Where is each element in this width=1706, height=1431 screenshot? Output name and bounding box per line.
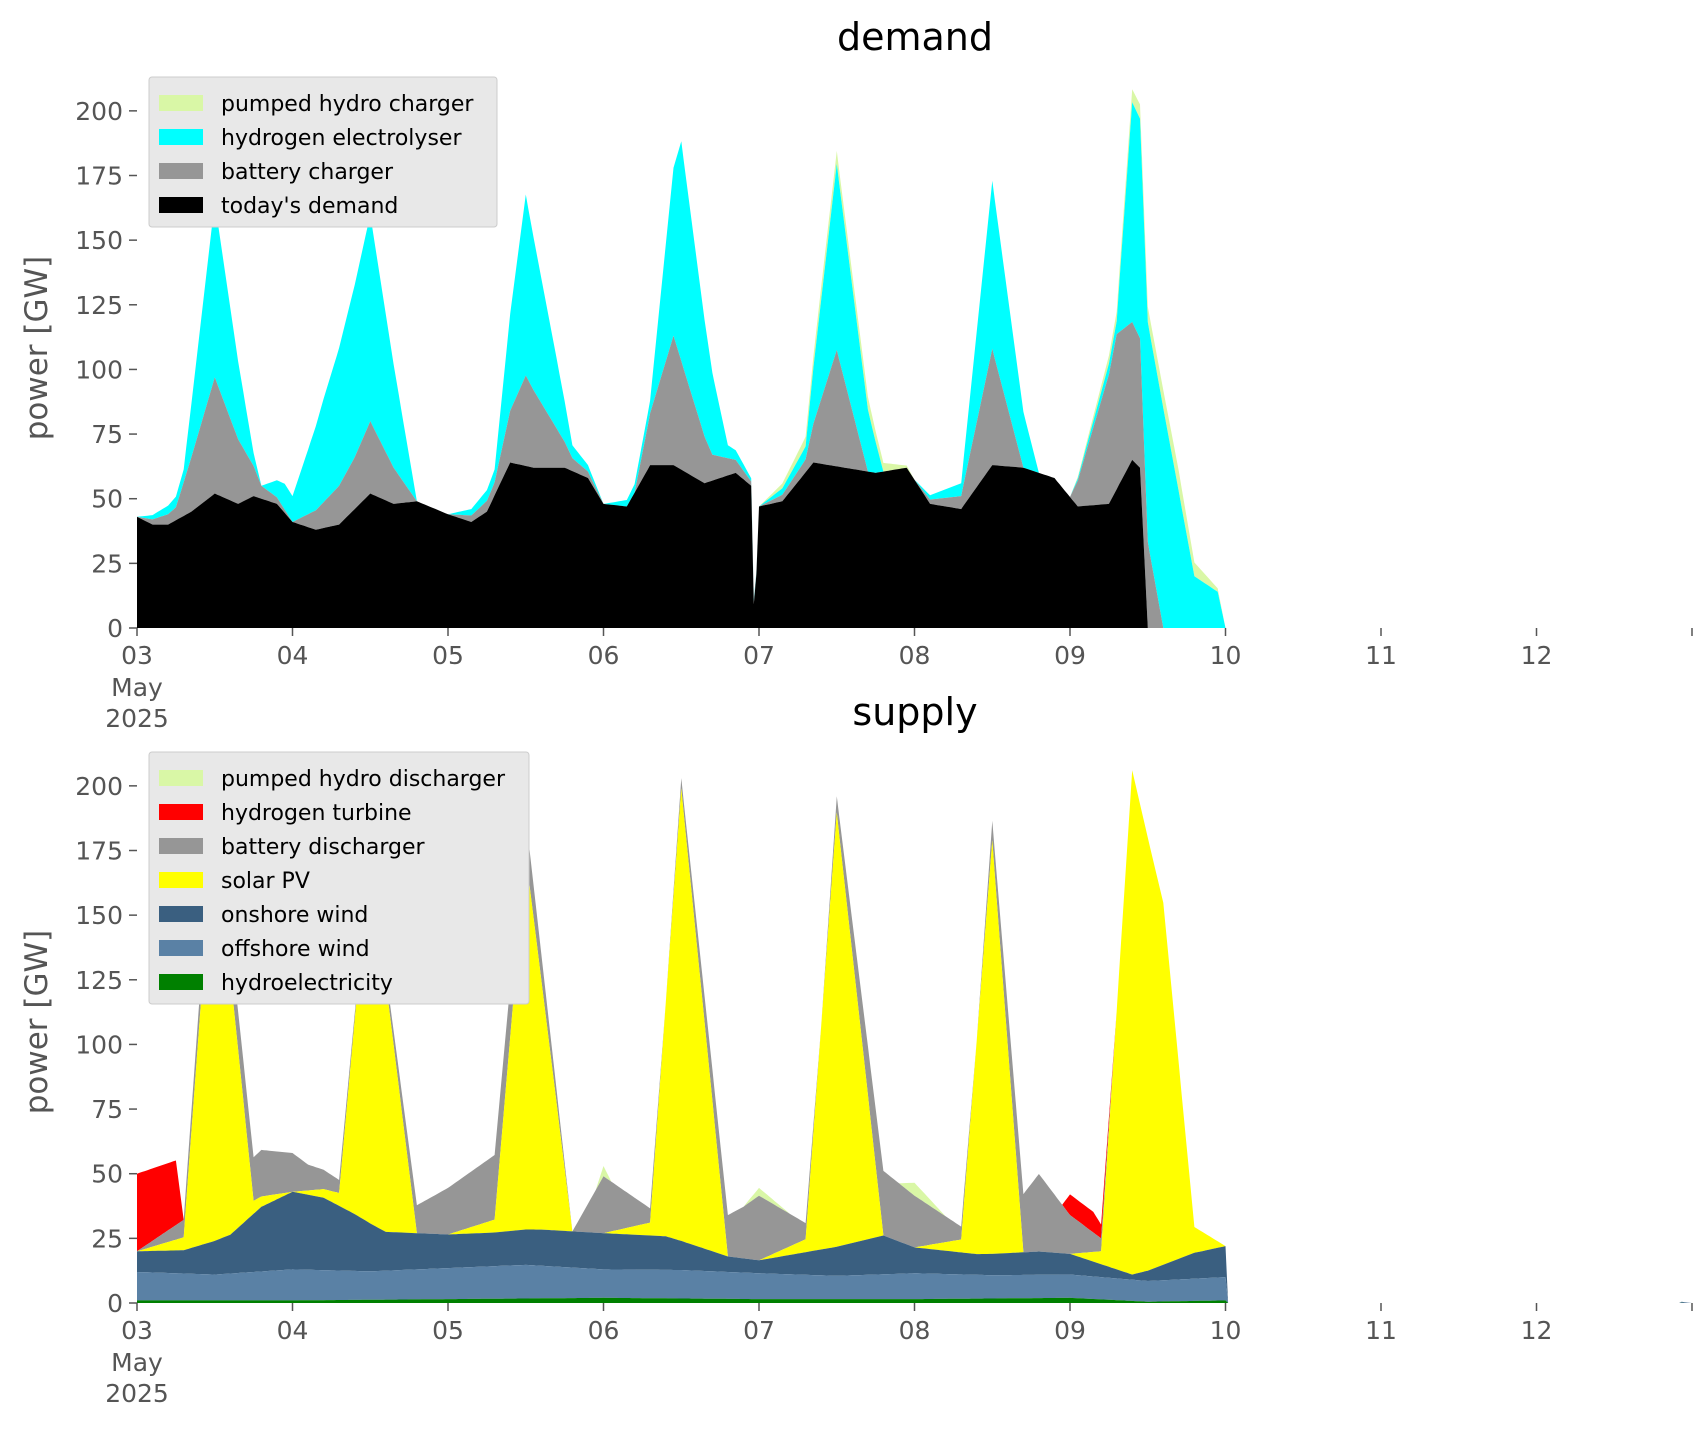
demand-series-battery-charger: [137, 322, 1692, 628]
supply-legend-label: hydroelectricity: [221, 971, 393, 996]
supply-panel: supply power [GW] 0 25 50 75 100 125 150 175 200…: [19, 690, 1693, 1408]
supply-legend-label: hydrogen turbine: [221, 801, 412, 826]
demand-y-tick-label: 200: [75, 97, 123, 126]
demand-y-tick-label: 75: [91, 420, 123, 449]
demand-y-tick-label: 125: [75, 291, 123, 320]
demand-x-tick-label: 12: [1521, 641, 1553, 670]
demand-legend-frame: [148, 76, 498, 228]
demand-legend-swatch: [159, 197, 203, 213]
supply-y-tick-label: 150: [75, 901, 123, 930]
supply-y-tick-label: 175: [75, 837, 123, 866]
supply-y-tick-label: 75: [91, 1095, 123, 1124]
demand-x-tick-label: 07: [743, 641, 775, 670]
supply-legend-swatch: [159, 974, 203, 990]
supply-legend-label: pumped hydro discharger: [221, 767, 506, 792]
demand-y-axis-label: power [GW]: [19, 256, 55, 441]
supply-x-tick-label: 11: [1365, 1316, 1397, 1345]
supply-y-tick-label: 100: [75, 1030, 123, 1059]
supply-x-date-label: May: [111, 1348, 163, 1377]
demand-legend-label: hydrogen electrolyser: [221, 126, 462, 151]
supply-y-axis-label: power [GW]: [19, 930, 55, 1115]
supply-y-tick-label: 125: [75, 966, 123, 995]
demand-legend-label: battery charger: [221, 160, 394, 185]
supply-legend-label: solar PV: [221, 869, 310, 894]
demand-y-tick-label: 0: [107, 614, 123, 643]
demand-legend-swatch: [159, 95, 203, 111]
demand-y-tick-label: 100: [75, 355, 123, 384]
demand-x-tick-label: 04: [277, 641, 309, 670]
supply-legend-swatch: [159, 872, 203, 888]
supply-series-onshore-wind: [137, 1191, 1692, 1303]
demand-x-tick-label: 09: [1054, 641, 1086, 670]
supply-x-tick-label: 06: [588, 1316, 620, 1345]
supply-legend-label: battery discharger: [221, 835, 426, 860]
demand-legend-swatch: [159, 163, 203, 179]
supply-y-tick-label: 200: [75, 772, 123, 801]
demand-legend-swatch: [159, 129, 203, 145]
supply-series-battery-discharger: [137, 770, 1692, 1303]
supply-x-tick-label: 08: [899, 1316, 931, 1345]
demand-x-date-label: May: [111, 673, 163, 702]
demand-x-tick-label: 10: [1210, 641, 1242, 670]
demand-legend-label: pumped hydro charger: [221, 92, 474, 117]
supply-x-tick-label: 09: [1054, 1316, 1086, 1345]
supply-axis-layer: 0 25 50 75 100 125 150 175 200 03 04 05 06 07 08 09 10 11…: [75, 772, 1693, 1408]
supply-legend: pumped hydro discharger hydrogen turbine b…: [148, 751, 530, 1005]
supply-legend-label: onshore wind: [221, 903, 368, 928]
supply-x-date-label: 2025: [105, 1379, 169, 1408]
demand-x-date-label: 2025: [105, 704, 169, 733]
supply-x-tick-label: 12: [1521, 1316, 1553, 1345]
supply-x-tick-label: 04: [277, 1316, 309, 1345]
demand-x-tick-label: 05: [432, 641, 464, 670]
supply-x-tick-label: 03: [121, 1316, 153, 1345]
supply-legend-swatch: [159, 804, 203, 820]
supply-series-offshore-wind: [137, 1264, 1692, 1303]
supply-legend-swatch: [159, 838, 203, 854]
supply-title: supply: [852, 690, 977, 734]
supply-y-tick-label: 0: [107, 1289, 123, 1318]
supply-x-tick-label: 10: [1210, 1316, 1242, 1345]
demand-legend-label: today's demand: [221, 194, 398, 219]
demand-panel: demand power [GW] 0 25 50 75 100 125 150 175 200…: [19, 15, 1693, 733]
supply-legend-label: offshore wind: [221, 937, 370, 962]
demand-series-today-s-demand: [137, 459, 1692, 628]
supply-x-tick-label: 07: [743, 1316, 775, 1345]
demand-y-tick-label: 25: [91, 549, 123, 578]
demand-axis-layer: 0 25 50 75 100 125 150 175 200 03 04 05 06 07 08 09 10 11…: [75, 97, 1693, 733]
demand-series-layer: [137, 89, 1692, 629]
supply-series-hydroelectricity: [137, 1297, 1692, 1303]
demand-x-tick-label: 06: [588, 641, 620, 670]
demand-y-tick-label: 175: [75, 162, 123, 191]
demand-series-hydrogen-electrolyser: [137, 102, 1692, 628]
demand-x-tick-label: 03: [121, 641, 153, 670]
demand-x-tick-label: 08: [899, 641, 931, 670]
demand-legend: pumped hydro charger hydrogen electrolyse…: [148, 76, 498, 228]
demand-y-tick-label: 150: [75, 226, 123, 255]
demand-x-tick-label: 11: [1365, 641, 1397, 670]
demand-title: demand: [837, 15, 993, 59]
supply-legend-swatch: [159, 770, 203, 786]
demand-y-tick-label: 50: [91, 485, 123, 514]
supply-x-tick-label: 05: [432, 1316, 464, 1345]
supply-legend-frame: [148, 751, 530, 1005]
supply-legend-swatch: [159, 906, 203, 922]
supply-legend-swatch: [159, 940, 203, 956]
supply-y-tick-label: 25: [91, 1224, 123, 1253]
supply-y-tick-label: 50: [91, 1160, 123, 1189]
